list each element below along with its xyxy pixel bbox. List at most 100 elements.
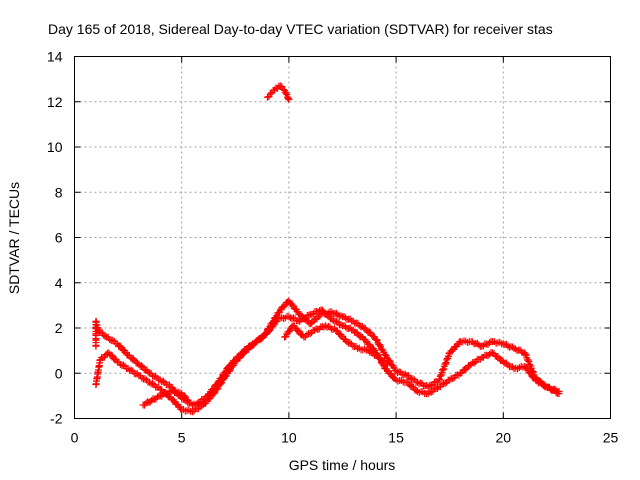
data-point — [555, 390, 563, 398]
axis-ticks: 0 5 10 15 20 25 -2 0 2 4 6 8 10 12 14 — [47, 49, 619, 446]
y-tick-label: 4 — [55, 275, 63, 291]
data-point — [384, 360, 392, 368]
data-point — [424, 383, 432, 391]
data-point — [149, 380, 157, 388]
data-point — [337, 321, 345, 329]
data-point — [303, 331, 311, 339]
data-point — [249, 342, 257, 350]
data-point — [210, 390, 218, 398]
data-point — [311, 326, 319, 334]
data-point — [308, 319, 316, 327]
data-point — [109, 336, 117, 344]
data-point — [280, 303, 288, 311]
data-point — [512, 345, 520, 353]
data-point — [367, 348, 375, 356]
data-point — [306, 330, 314, 338]
x-tick-label: 5 — [178, 430, 186, 446]
x-axis-title: GPS time / hours — [289, 457, 396, 473]
data-point — [346, 339, 354, 347]
data-point — [337, 312, 345, 320]
data-point — [328, 308, 336, 316]
data-point — [180, 392, 188, 400]
data-point — [355, 344, 363, 352]
data-point — [446, 376, 454, 384]
data-point — [329, 325, 337, 333]
x-tick-label: 15 — [388, 430, 404, 446]
y-tick-label: 2 — [55, 320, 63, 336]
data-point — [518, 348, 526, 356]
data-point — [525, 360, 533, 368]
data-point — [269, 322, 277, 330]
data-point — [321, 322, 329, 330]
data-point — [129, 355, 137, 363]
data-point — [217, 380, 225, 388]
data-point — [499, 358, 507, 366]
series-track-2 — [92, 306, 563, 416]
grid — [74, 56, 611, 419]
data-point — [266, 90, 274, 98]
data-point — [106, 335, 114, 343]
data-point — [521, 350, 529, 358]
y-tick-label: 0 — [55, 365, 63, 381]
data-point — [284, 94, 292, 102]
data-point — [265, 328, 273, 336]
x-tick-label: 0 — [71, 430, 79, 446]
data-point — [526, 369, 534, 377]
data-point — [343, 338, 351, 346]
data-point — [342, 314, 350, 322]
data-point — [406, 374, 414, 382]
y-tick-label: 14 — [47, 49, 63, 65]
data-point — [141, 375, 149, 383]
data-point — [185, 406, 193, 414]
series-track-4 — [281, 322, 392, 368]
data-point — [152, 372, 160, 380]
chart-title: Day 165 of 2018, Sidereal Day-to-day VTE… — [48, 21, 553, 37]
data-point — [116, 360, 124, 368]
data-point — [438, 380, 446, 388]
data-point — [372, 336, 380, 344]
data-point — [146, 378, 154, 386]
data-point — [138, 362, 145, 370]
data-point — [318, 306, 326, 314]
data-point — [294, 326, 302, 334]
data-point — [332, 317, 340, 325]
y-tick-label: 6 — [55, 230, 63, 246]
data-point — [183, 396, 191, 404]
data-point — [127, 366, 135, 374]
data-point — [183, 407, 191, 415]
data-point — [427, 382, 435, 390]
y-tick-label: -2 — [50, 411, 63, 427]
data-point — [300, 315, 308, 323]
data-point — [408, 382, 416, 390]
data-point — [116, 342, 124, 350]
data-point — [400, 371, 408, 379]
data-point — [448, 347, 456, 355]
data-point — [382, 359, 390, 367]
data-point — [124, 365, 132, 373]
data-point — [340, 312, 348, 320]
data-point — [276, 82, 284, 90]
data-point — [334, 311, 342, 319]
data-point — [486, 339, 494, 347]
data-point — [120, 361, 128, 369]
data-point — [285, 95, 293, 103]
y-tick-label: 12 — [47, 94, 63, 110]
x-tick-label: 25 — [603, 430, 619, 446]
data-point — [409, 375, 417, 383]
data-point — [340, 322, 348, 330]
data-point — [364, 347, 372, 355]
data-point — [156, 376, 164, 384]
data-marks — [92, 82, 563, 416]
data-point — [421, 382, 429, 390]
data-point — [479, 342, 487, 350]
data-point — [467, 360, 475, 368]
data-point — [285, 328, 293, 336]
plot-frame — [74, 56, 611, 419]
data-point — [484, 340, 492, 348]
data-point — [539, 381, 547, 389]
x-tick-label: 10 — [281, 430, 297, 446]
data-point — [107, 351, 115, 359]
data-point — [392, 367, 400, 375]
data-point — [414, 378, 422, 386]
